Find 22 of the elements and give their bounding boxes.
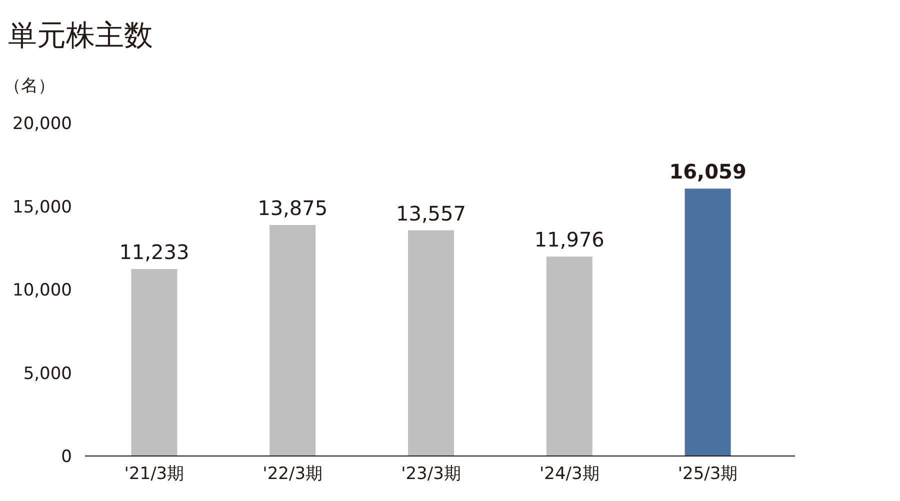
data-label: 16,059: [669, 160, 746, 184]
x-tick-label: '23/3期: [401, 464, 461, 484]
data-label: 11,976: [534, 228, 604, 252]
y-tick-label: 10,000: [12, 280, 72, 300]
y-tick-label: 20,000: [12, 114, 72, 134]
data-label: 13,875: [258, 196, 328, 220]
y-tick-label: 5,000: [23, 364, 72, 384]
bar: [270, 224, 316, 456]
bar: [684, 188, 731, 456]
chart-title: 単元株主数: [8, 18, 153, 52]
x-tick-label: '22/3期: [262, 464, 323, 484]
x-tick-label: '24/3期: [539, 464, 600, 484]
data-label: 13,557: [396, 201, 466, 226]
x-tick-label: '25/3期: [678, 464, 738, 484]
bar: [408, 230, 454, 456]
y-axis-title: （名）: [4, 76, 55, 96]
bar: [131, 268, 178, 456]
bar: [546, 256, 592, 456]
data-label: 11,233: [119, 240, 190, 264]
y-tick-label: 0: [61, 447, 72, 467]
x-tick-label: '21/3期: [124, 464, 184, 484]
y-tick-label: 15,000: [12, 197, 72, 218]
